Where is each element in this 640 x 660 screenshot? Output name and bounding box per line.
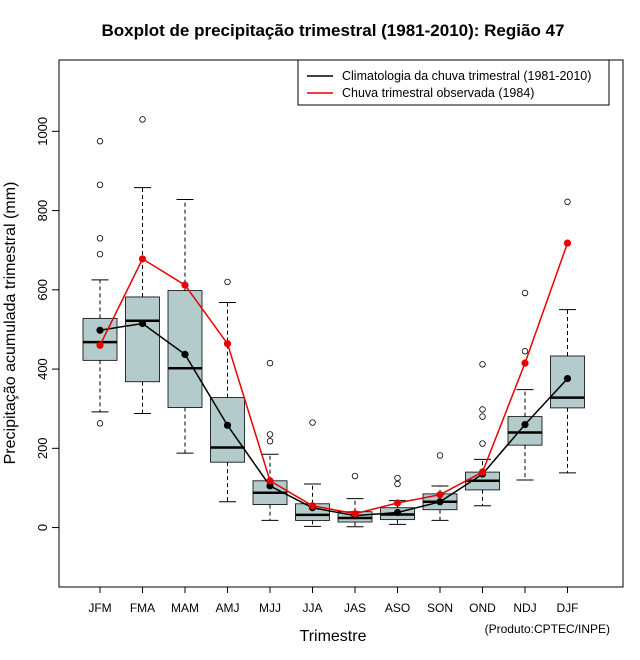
series-point-climatology [181, 350, 189, 359]
outlier-point [139, 116, 146, 123]
outlier-point [394, 474, 401, 482]
box-ndj [507, 289, 543, 481]
series-point-climatology [223, 421, 232, 429]
x-axis: JFM FMA MAM AMJ MJJ JJA JAS ASO SON OND NDJ DJF [88, 587, 579, 615]
box-iqr [125, 296, 160, 383]
x-tick-label-ndj: NDJ [513, 601, 536, 615]
legend-label-climatology: Climatologia da chuva trimestral (1981-2… [342, 69, 591, 83]
series-point-observed [266, 477, 274, 485]
outlier-point [394, 480, 401, 488]
y-tick-label: 400 [35, 358, 50, 380]
credit-text: (Produto:CPTEC/INPE) [485, 622, 610, 636]
box-fma [125, 116, 160, 414]
legend-label-observed: Chuva trimestral observada (1984) [342, 86, 534, 100]
series-lines [96, 239, 572, 520]
outlier-point [96, 250, 104, 258]
x-tick-label-jja: JJA [302, 601, 322, 615]
series-point-observed [521, 359, 529, 367]
series-line-climatology [99, 322, 569, 517]
series-point-climatology [521, 420, 529, 429]
x-tick-label-ond: OND [469, 601, 496, 615]
x-tick-label-fma: FMA [130, 601, 155, 615]
series-point-observed [436, 491, 444, 499]
legend-box [297, 59, 610, 106]
outlier-point [479, 406, 486, 413]
outlier-point [266, 431, 274, 438]
series-point-observed [181, 281, 189, 289]
series-point-observed [138, 255, 147, 263]
series-point-observed [223, 340, 232, 348]
y-tick-label: 0 [35, 524, 50, 531]
y-tick-label: 800 [35, 200, 50, 222]
outlier-point [479, 361, 486, 368]
outlier-point [96, 420, 104, 427]
outlier-point [564, 198, 571, 206]
box-group [82, 116, 585, 528]
series-point-climatology [96, 326, 104, 334]
x-tick-label-mjj: MJJ [259, 601, 281, 615]
y-tick-label: 200 [35, 437, 50, 459]
outlier-point [521, 289, 529, 297]
series-point-observed [96, 341, 104, 349]
outlier-point [224, 278, 231, 286]
chart-title: Boxplot de precipitação trimestral (1981… [102, 21, 565, 40]
x-tick-label-aso: ASO [385, 601, 410, 615]
box-iqr [507, 416, 543, 446]
box-amj [210, 278, 245, 503]
series-point-observed [478, 468, 487, 476]
series-point-observed [563, 239, 572, 247]
x-tick-label-jas: JAS [344, 601, 366, 615]
outlier-point [96, 181, 104, 189]
box-iqr [82, 317, 118, 361]
outlier-point [96, 138, 104, 145]
series-point-observed [393, 499, 402, 507]
series-point-climatology [266, 482, 274, 490]
series-point-climatology [436, 498, 444, 506]
box-iqr [167, 290, 203, 408]
outlier-point [309, 419, 316, 426]
legend: Climatologia da chuva trimestral (1981-2… [297, 59, 610, 106]
box-ond [465, 361, 500, 507]
series-point-climatology [138, 319, 147, 328]
series-line-observed [99, 242, 569, 515]
box-son [422, 452, 458, 521]
series-point-observed [308, 502, 317, 510]
box-mam [167, 198, 203, 454]
series-point-climatology [563, 374, 572, 383]
y-tick-label: 1000 [35, 117, 50, 146]
outlier-point [351, 472, 359, 480]
outlier-point [266, 437, 274, 445]
y-tick-label: 600 [35, 279, 50, 301]
x-tick-label-djf: DJF [557, 601, 579, 615]
x-tick-label-amj: AMJ [216, 601, 240, 615]
outlier-point [266, 359, 274, 367]
box-iqr [210, 397, 245, 463]
y-axis: 0 200 400 600 800 1000 [35, 117, 59, 531]
outlier-point [436, 452, 444, 459]
x-tick-label-son: SON [427, 601, 453, 615]
series-point-observed [351, 510, 359, 518]
x-tick-label-jfm: JFM [88, 601, 111, 615]
outlier-point [479, 413, 486, 420]
outlier-point [479, 440, 486, 447]
outlier-point [521, 348, 529, 355]
x-axis-label: Trimestre [300, 628, 367, 645]
y-axis-label: Precipitação acumulada trimestral (mm) [2, 182, 19, 465]
outlier-point [96, 235, 104, 242]
series-point-climatology [393, 508, 402, 517]
box-mjj [252, 359, 288, 521]
x-tick-label-mam: MAM [171, 601, 199, 615]
box-jfm [82, 138, 118, 427]
